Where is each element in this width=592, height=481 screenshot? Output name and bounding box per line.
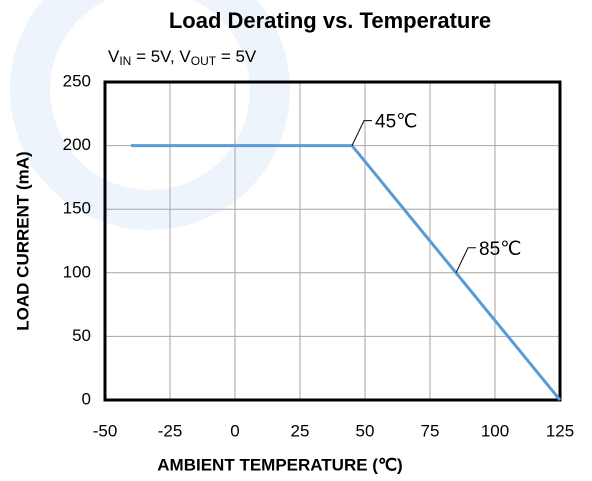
- subtitle-part: V: [108, 47, 120, 66]
- x-tick-label: 0: [230, 421, 239, 440]
- watermark: [10, 0, 290, 230]
- y-tick-label: 50: [72, 326, 91, 345]
- annotation: 45℃: [375, 112, 417, 133]
- x-tick-label: 25: [291, 421, 310, 440]
- x-tick-label: 75: [421, 421, 440, 440]
- x-tick-label: -25: [158, 421, 183, 440]
- y-tick-label: 100: [63, 262, 91, 281]
- annotation-leader: [455, 247, 476, 274]
- x-axis-label: AMBIENT TEMPERATURE (℃): [157, 455, 402, 474]
- y-tick-label: 200: [63, 135, 91, 154]
- x-tick-label: -50: [93, 421, 118, 440]
- x-tick-label: 100: [481, 421, 509, 440]
- x-tick-label: 125: [546, 421, 574, 440]
- x-tick-label: 50: [356, 421, 375, 440]
- annotation-leader: [351, 120, 372, 146]
- chart-title: Load Derating vs. Temperature: [169, 8, 491, 33]
- plot-frame: [103, 80, 562, 402]
- y-tick-label: 150: [63, 199, 91, 218]
- subtitle-part: IN: [119, 54, 131, 68]
- subtitle-part: OUT: [191, 54, 217, 68]
- chart-subtitle: VIN = 5V, VOUT = 5V: [108, 47, 257, 68]
- subtitle-part: = 5V: [216, 47, 257, 66]
- y-tick-label: 250: [63, 71, 91, 90]
- y-tick-label: 0: [82, 389, 91, 408]
- annotation: 85℃: [479, 239, 521, 260]
- y-axis-label: LOAD CURRENT (mA): [13, 151, 32, 330]
- subtitle-part: = 5V, V: [131, 47, 191, 66]
